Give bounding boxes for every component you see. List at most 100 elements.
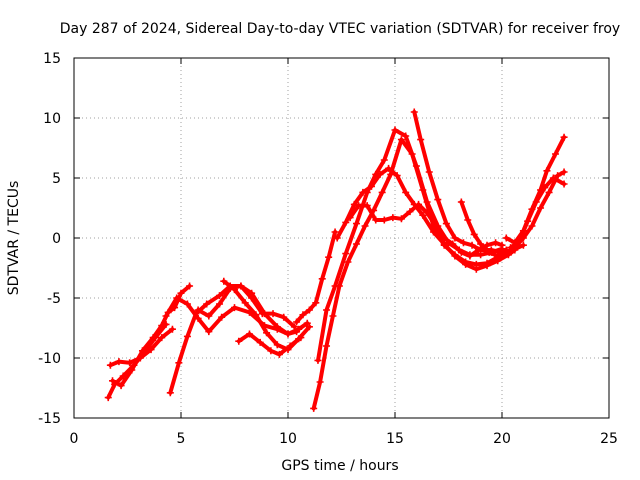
- data-point-marker: [231, 286, 238, 294]
- data-point-marker: [231, 304, 238, 312]
- data-point-marker: [203, 300, 211, 308]
- tick-labels: 0 5 10 15 20 25 -15 -10 -5 0 5 10 15: [38, 51, 618, 447]
- data-point-marker: [532, 198, 540, 206]
- data-point-marker: [267, 347, 275, 355]
- data-point-marker: [323, 342, 331, 350]
- data-point-marker: [310, 404, 318, 412]
- data-point-marker: [342, 218, 350, 226]
- data-point-marker: [415, 200, 423, 208]
- data-point-marker: [256, 338, 264, 346]
- data-point-marker: [275, 350, 283, 358]
- data-point-marker: [468, 241, 476, 249]
- data-point-marker: [560, 180, 568, 188]
- data-point-marker: [423, 209, 431, 217]
- data-point-marker: [299, 311, 307, 319]
- data-point-marker: [312, 299, 320, 307]
- data-point-marker: [385, 164, 393, 172]
- data-point-marker: [376, 170, 384, 178]
- x-tick-label: 25: [600, 431, 618, 447]
- data-point-marker: [158, 334, 166, 342]
- data-point-marker: [350, 200, 358, 208]
- y-tick-label: 15: [43, 51, 61, 67]
- data-point-marker: [273, 341, 281, 349]
- data-point-marker: [402, 132, 410, 140]
- data-point-marker: [507, 244, 515, 252]
- data-point-marker: [106, 361, 114, 369]
- data-point-marker: [361, 222, 369, 230]
- data-point-marker: [115, 358, 123, 366]
- data-point-marker: [325, 253, 333, 261]
- data-point-marker: [305, 323, 313, 331]
- data-point-marker: [138, 347, 146, 355]
- data-point-marker: [352, 240, 360, 248]
- series-track-10: [311, 137, 509, 411]
- data-point-marker: [305, 306, 313, 314]
- data-point-marker: [284, 330, 292, 338]
- data-point-marker: [346, 214, 354, 222]
- data-point-marker: [380, 216, 388, 224]
- data-point-marker: [372, 216, 380, 224]
- data-point-marker: [459, 239, 467, 247]
- y-tick-label: -10: [38, 351, 61, 367]
- data-point-marker: [462, 260, 470, 268]
- data-point-marker: [104, 394, 112, 402]
- data-point-marker: [333, 234, 341, 242]
- data-point-marker: [205, 328, 213, 336]
- data-point-marker: [419, 211, 427, 219]
- data-point-marker: [248, 294, 256, 302]
- data-point-marker: [128, 366, 136, 374]
- series-layer: [104, 108, 568, 412]
- data-point-marker: [286, 342, 294, 350]
- data-point-marker: [524, 217, 532, 225]
- data-point-marker: [269, 310, 277, 318]
- data-point-marker: [258, 310, 266, 318]
- data-point-marker: [318, 275, 326, 283]
- data-point-marker: [519, 241, 527, 249]
- data-point-marker: [537, 204, 545, 212]
- data-point-marker: [451, 234, 459, 242]
- data-point-marker: [432, 222, 440, 230]
- data-point-marker: [451, 252, 459, 260]
- data-point-marker: [280, 313, 288, 321]
- data-point-marker: [502, 234, 510, 242]
- x-tick-label: 10: [279, 431, 297, 447]
- data-point-marker: [417, 136, 425, 144]
- data-point-marker: [410, 108, 418, 116]
- data-point-marker: [457, 248, 465, 256]
- data-point-marker: [173, 294, 181, 302]
- data-point-marker: [464, 216, 472, 224]
- data-point-marker: [397, 215, 405, 223]
- data-point-marker: [252, 311, 260, 319]
- data-point-marker: [241, 299, 249, 307]
- data-point-marker: [344, 258, 352, 266]
- data-point-marker: [316, 378, 324, 386]
- data-point-marker: [205, 312, 213, 320]
- data-point-marker: [412, 162, 420, 170]
- data-point-marker: [477, 240, 485, 248]
- data-point-marker: [331, 282, 339, 290]
- data-point-marker: [485, 248, 493, 256]
- data-point-marker: [498, 241, 506, 249]
- data-point-marker: [177, 289, 185, 297]
- data-point-marker: [295, 325, 303, 333]
- data-point-marker: [541, 184, 549, 192]
- chart-title: Day 287 of 2024, Sidereal Day-to-day VTE…: [60, 21, 620, 37]
- data-point-marker: [549, 174, 557, 182]
- data-point-marker: [183, 332, 191, 340]
- data-point-marker: [331, 228, 339, 236]
- data-point-marker: [425, 168, 433, 176]
- x-tick-label: 15: [386, 431, 404, 447]
- data-point-marker: [502, 248, 510, 256]
- data-point-marker: [528, 222, 536, 230]
- y-axis-label: SDTVAR / TECUs: [6, 181, 22, 296]
- data-point-marker: [237, 282, 245, 290]
- data-point-marker: [402, 188, 410, 196]
- data-point-marker: [367, 182, 375, 190]
- data-point-marker: [552, 150, 559, 158]
- data-point-marker: [543, 167, 551, 175]
- data-point-marker: [352, 220, 360, 228]
- data-point-marker: [303, 319, 311, 327]
- data-point-marker: [147, 346, 155, 354]
- data-point-marker: [216, 300, 224, 308]
- data-point-marker: [117, 382, 125, 390]
